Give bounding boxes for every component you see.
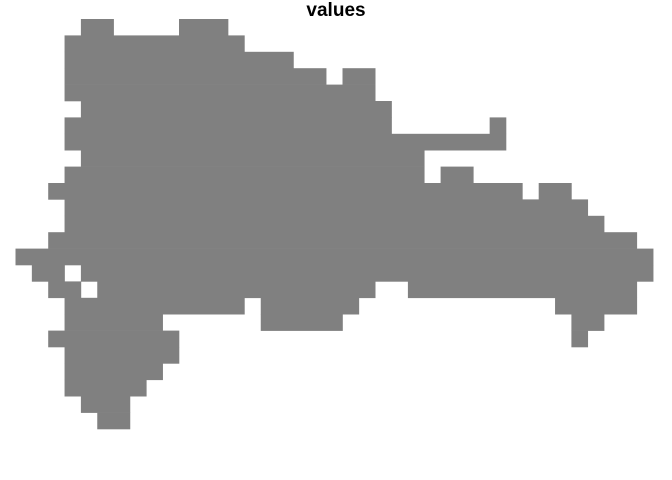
raster-cells (64, 379, 147, 397)
raster-cells (64, 314, 163, 331)
raster-cells (179, 19, 229, 36)
raster-cells (48, 330, 180, 348)
raster (15, 19, 654, 430)
raster-cells (64, 117, 392, 135)
raster-cells (64, 51, 294, 69)
raster-cells (64, 35, 245, 53)
raster-cells (80, 150, 425, 167)
raster-cells (48, 183, 523, 200)
raster-cells (260, 314, 343, 331)
raster-cells (64, 166, 425, 184)
raster-cells (440, 166, 474, 184)
raster-cells (538, 183, 572, 200)
raster-cells (407, 281, 638, 299)
raster-cells (31, 265, 65, 282)
raster-cells (260, 297, 360, 315)
raster-cells (15, 248, 654, 266)
raster-cells (64, 347, 180, 364)
raster-cells (64, 84, 376, 102)
raster-cells (80, 101, 392, 118)
map-title: values (306, 0, 365, 21)
raster-cells (80, 19, 114, 36)
raster-cells (64, 68, 327, 85)
raster-cells (64, 199, 589, 217)
raster-cells (555, 297, 638, 315)
raster-cells (97, 281, 376, 299)
raster-cells (342, 68, 376, 85)
raster-cells (48, 232, 638, 249)
raster-cells (48, 281, 82, 299)
raster-cells (64, 215, 605, 233)
raster-cells (64, 297, 245, 315)
raster-cells (97, 412, 131, 430)
raster-cells (571, 330, 589, 348)
raster-cells (489, 117, 507, 135)
raster-cells (80, 265, 654, 282)
raster-cells (80, 396, 131, 413)
raster-cells (64, 363, 163, 381)
raster-cells (64, 133, 507, 151)
raster-cells (571, 314, 605, 331)
